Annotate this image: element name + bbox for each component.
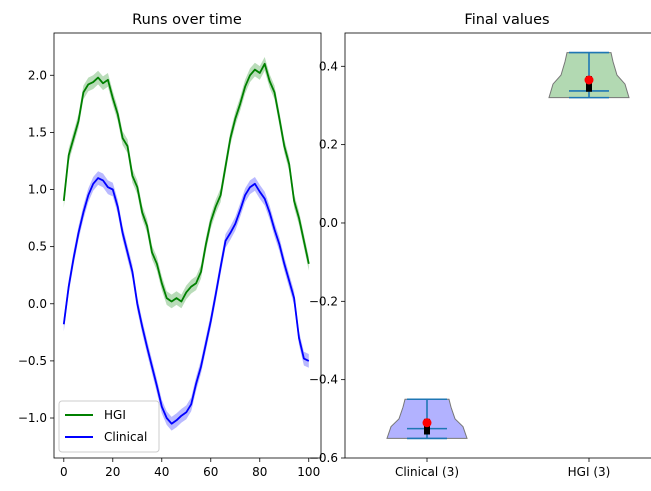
y-tick-label: 0.2: [319, 138, 338, 152]
band-clinical: [63, 171, 309, 431]
violin-0-mean-marker: [422, 418, 432, 428]
y-tick-label: −0.6: [309, 451, 338, 465]
left-y-axis: −1.0 −0.5 0.0 0.5 1.0 1.5 2.0: [18, 68, 54, 425]
band-hgi: [63, 57, 309, 309]
y-tick-label: 0.0: [28, 297, 47, 311]
y-tick-label: 0.4: [319, 59, 338, 73]
left-x-axis: 0 20 40 60 80 100: [60, 458, 320, 479]
runs-over-time-chart: Runs over time 0 20 40 60 80 100 −1.0 −0.5 0.0 0…: [18, 12, 322, 479]
violin-1-mean-marker: [584, 75, 594, 85]
chart-title-left: Runs over time: [132, 12, 242, 28]
x-tick-label: 100: [297, 465, 320, 479]
y-tick-label: −0.5: [18, 354, 47, 368]
y-tick-label: 2.0: [28, 68, 47, 82]
final-values-chart: Final values Clinical (3) HGI (3) −0.6−0.…: [309, 12, 651, 479]
violins: [386, 51, 630, 440]
x-tick-label: Clinical (3): [395, 465, 459, 479]
series-line-hgi: [62, 62, 310, 303]
series-line-clinical: [62, 177, 310, 425]
y-tick-label: 1.0: [28, 183, 47, 197]
y-tick-label: 0.5: [28, 240, 47, 254]
legend-box: [58, 400, 160, 453]
right-y-axis: −0.6 −0.4 −0.2 0.0 0.2 0.4: [309, 59, 345, 465]
legend: HGI Clinical: [58, 400, 160, 453]
x-tick-label: 60: [203, 465, 218, 479]
x-tick-label: 20: [105, 465, 120, 479]
chart-title-right: Final values: [464, 12, 549, 28]
legend-label-clinical: Clinical: [104, 430, 147, 444]
y-tick-label: 0.0: [319, 216, 338, 230]
x-tick-label: 0: [60, 465, 68, 479]
x-tick-label: 80: [252, 465, 267, 479]
left-confidence-bands: [63, 57, 309, 431]
right-plot-frame: [344, 32, 651, 459]
left-series-lines: [62, 62, 310, 425]
y-tick-label: −1.0: [18, 411, 47, 425]
x-tick-label: 40: [154, 465, 169, 479]
y-tick-label: −0.2: [309, 294, 338, 308]
y-tick-label: 1.5: [28, 125, 47, 139]
y-tick-label: −0.4: [309, 373, 338, 387]
left-plot-frame: [53, 32, 322, 459]
legend-label-hgi: HGI: [104, 408, 126, 422]
x-tick-label: HGI (3): [568, 465, 611, 479]
right-x-axis: Clinical (3) HGI (3): [395, 458, 610, 479]
